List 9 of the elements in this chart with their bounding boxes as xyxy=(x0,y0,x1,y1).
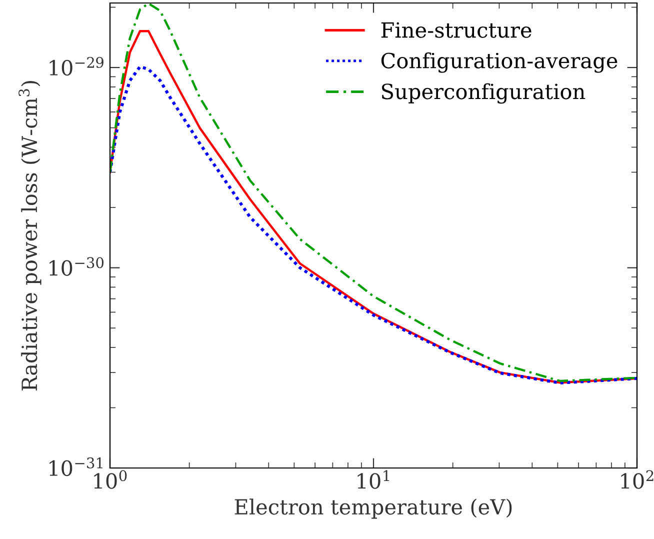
x-tick-label: 10$^{1}$ xyxy=(358,470,390,489)
legend-label: Fine-structure xyxy=(381,22,532,38)
y-tick-label: 10$^{−29}$ xyxy=(50,56,104,76)
y-tick-label: 10$^{−30}$ xyxy=(50,257,104,276)
x-axis-title: Electron temperature (eV) xyxy=(234,498,512,519)
legend-label: Configuration-average xyxy=(381,52,618,73)
x-tick-label: 10$^{2}$ xyxy=(621,470,654,489)
y-axis-title: Radiative power loss (W-cm$^{3}$) xyxy=(18,81,42,390)
legend-label: Superconfiguration xyxy=(382,83,586,104)
